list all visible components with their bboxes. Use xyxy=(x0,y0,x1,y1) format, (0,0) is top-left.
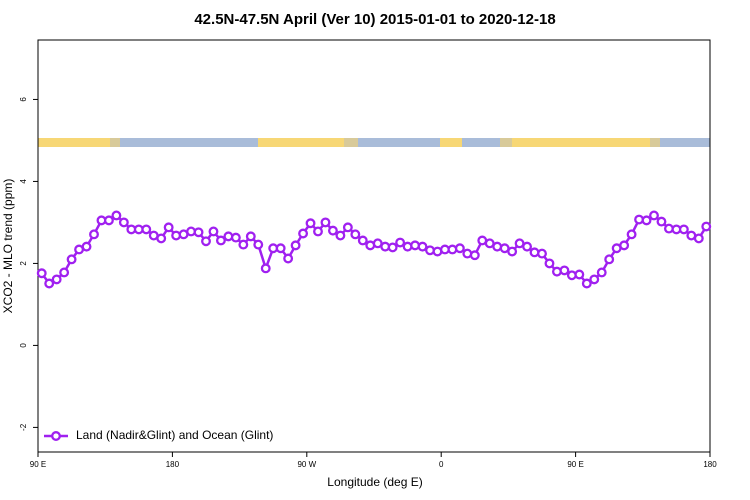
point xyxy=(357,235,368,246)
point xyxy=(447,244,458,255)
point xyxy=(604,254,615,265)
point xyxy=(141,224,152,235)
point xyxy=(193,227,204,238)
point xyxy=(81,241,92,252)
point xyxy=(156,233,167,244)
point xyxy=(701,221,712,232)
point xyxy=(59,267,70,278)
y-tick-label: 4 xyxy=(19,179,28,184)
point xyxy=(335,230,346,241)
x-tick-label: 0 xyxy=(439,460,444,469)
point xyxy=(641,215,652,226)
y-tick-label: 2 xyxy=(19,261,28,266)
point xyxy=(313,226,323,237)
point xyxy=(402,241,413,252)
point xyxy=(656,216,667,227)
point xyxy=(619,240,630,251)
y-tick-label: -2 xyxy=(19,423,28,431)
point xyxy=(507,246,518,257)
point xyxy=(283,253,294,264)
y-tick-label: 0 xyxy=(19,343,28,348)
x-tick-label: 90 E xyxy=(567,460,583,469)
point xyxy=(103,215,114,226)
point xyxy=(387,242,398,253)
point xyxy=(305,218,316,229)
point xyxy=(395,237,406,248)
point xyxy=(678,224,689,235)
point xyxy=(260,263,271,274)
point xyxy=(693,233,704,244)
point xyxy=(544,258,555,269)
point xyxy=(208,226,219,237)
point xyxy=(298,228,309,239)
point xyxy=(253,239,264,250)
point xyxy=(574,269,585,280)
legend-marker xyxy=(51,431,61,441)
point xyxy=(320,217,331,228)
point xyxy=(223,231,234,242)
point xyxy=(596,267,607,278)
point xyxy=(522,241,533,252)
point xyxy=(589,274,600,285)
point xyxy=(327,225,338,236)
y-tick-label: 6 xyxy=(19,97,28,102)
x-tick-label: 90 W xyxy=(297,460,316,469)
point xyxy=(469,250,480,261)
x-tick-label: 180 xyxy=(703,460,717,469)
point xyxy=(551,266,562,277)
point xyxy=(111,210,122,221)
point xyxy=(163,222,174,233)
chart-title: 42.5N-47.5N April (Ver 10) 2015-01-01 to… xyxy=(194,11,555,28)
x-tick-label: 180 xyxy=(166,460,180,469)
point xyxy=(342,222,353,233)
point xyxy=(89,229,99,240)
y-axis-label: XCO2 - MLO trend (ppm) xyxy=(1,179,15,314)
point xyxy=(66,254,77,265)
point xyxy=(350,229,361,240)
land-ocean-strip xyxy=(38,138,710,147)
point xyxy=(290,240,301,251)
point xyxy=(118,217,129,228)
point xyxy=(559,265,570,276)
point xyxy=(51,274,62,285)
point xyxy=(454,243,465,254)
point xyxy=(626,229,637,240)
legend-label: Land (Nadir&Glint) and Ocean (Glint) xyxy=(76,428,273,442)
point xyxy=(201,236,211,247)
point xyxy=(36,268,47,279)
point xyxy=(537,248,547,259)
point xyxy=(230,232,241,243)
point xyxy=(275,243,286,254)
x-tick-label: 90 E xyxy=(30,460,46,469)
point xyxy=(44,278,55,289)
point xyxy=(171,230,182,241)
point xyxy=(581,278,592,289)
plot-frame xyxy=(37,39,711,453)
x-axis-label: Longitude (deg E) xyxy=(327,475,422,489)
point xyxy=(245,231,256,242)
point xyxy=(529,247,540,258)
point xyxy=(410,240,421,251)
point xyxy=(238,239,249,250)
point xyxy=(649,210,659,221)
point xyxy=(417,241,428,252)
point xyxy=(215,235,226,246)
point xyxy=(425,245,435,256)
